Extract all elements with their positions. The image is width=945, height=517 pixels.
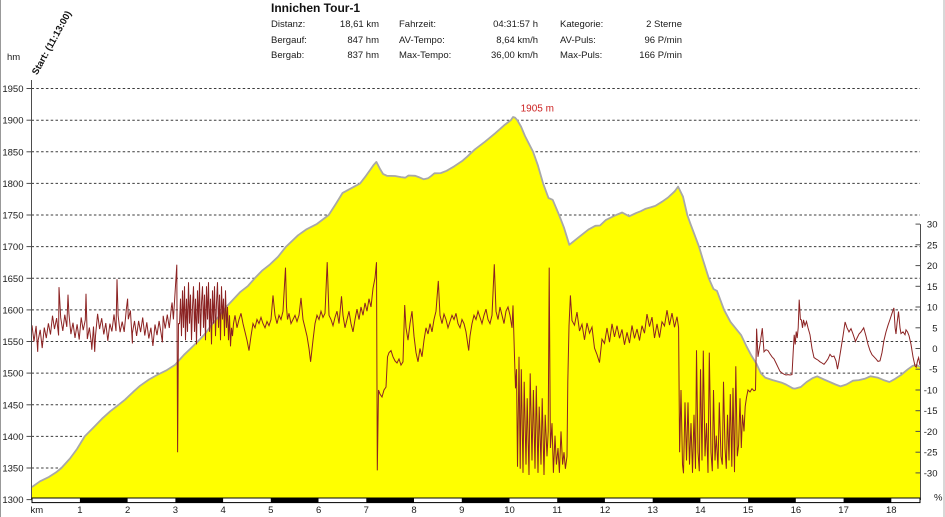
svg-text:0: 0 — [932, 344, 937, 355]
svg-text:1800: 1800 — [2, 179, 23, 190]
svg-text:-5: -5 — [929, 365, 937, 376]
svg-text:-20: -20 — [924, 427, 938, 438]
svg-text:-15: -15 — [924, 406, 938, 417]
svg-text:4: 4 — [220, 505, 225, 516]
svg-text:25: 25 — [927, 240, 938, 251]
svg-text:2: 2 — [125, 505, 130, 516]
svg-text:hm: hm — [7, 52, 20, 63]
svg-text:-10: -10 — [924, 386, 938, 397]
svg-text:km: km — [31, 505, 44, 516]
svg-text:%: % — [934, 493, 943, 504]
svg-text:3: 3 — [173, 505, 178, 516]
svg-text:16: 16 — [791, 505, 802, 516]
svg-text:8: 8 — [411, 505, 416, 516]
svg-text:-30: -30 — [924, 468, 938, 479]
svg-text:1400: 1400 — [2, 432, 23, 443]
svg-text:13: 13 — [647, 505, 658, 516]
svg-text:1350: 1350 — [2, 464, 23, 475]
svg-text:1850: 1850 — [2, 147, 23, 158]
svg-text:15: 15 — [927, 282, 938, 293]
svg-text:1: 1 — [77, 505, 82, 516]
svg-text:14: 14 — [695, 505, 706, 516]
svg-text:-25: -25 — [924, 448, 938, 459]
svg-text:7: 7 — [364, 505, 369, 516]
svg-text:1300: 1300 — [2, 495, 23, 506]
svg-text:15: 15 — [743, 505, 754, 516]
svg-text:10: 10 — [927, 303, 938, 314]
svg-text:10: 10 — [504, 505, 515, 516]
svg-text:1550: 1550 — [2, 337, 23, 348]
svg-text:17: 17 — [838, 505, 849, 516]
svg-text:1600: 1600 — [2, 305, 23, 316]
svg-text:1650: 1650 — [2, 274, 23, 285]
svg-text:1450: 1450 — [2, 400, 23, 411]
svg-text:11: 11 — [552, 505, 562, 516]
svg-text:9: 9 — [459, 505, 464, 516]
svg-text:5: 5 — [268, 505, 273, 516]
svg-text:1500: 1500 — [2, 369, 23, 380]
svg-text:18: 18 — [886, 505, 897, 516]
svg-text:6: 6 — [316, 505, 321, 516]
svg-text:12: 12 — [600, 505, 611, 516]
svg-text:1750: 1750 — [2, 211, 23, 222]
svg-text:30: 30 — [927, 220, 938, 231]
svg-text:1900: 1900 — [2, 116, 23, 127]
svg-text:1950: 1950 — [2, 84, 23, 95]
svg-text:5: 5 — [932, 323, 937, 334]
svg-text:1905 m: 1905 m — [521, 104, 554, 115]
svg-text:20: 20 — [927, 261, 938, 272]
svg-text:1700: 1700 — [2, 242, 23, 253]
